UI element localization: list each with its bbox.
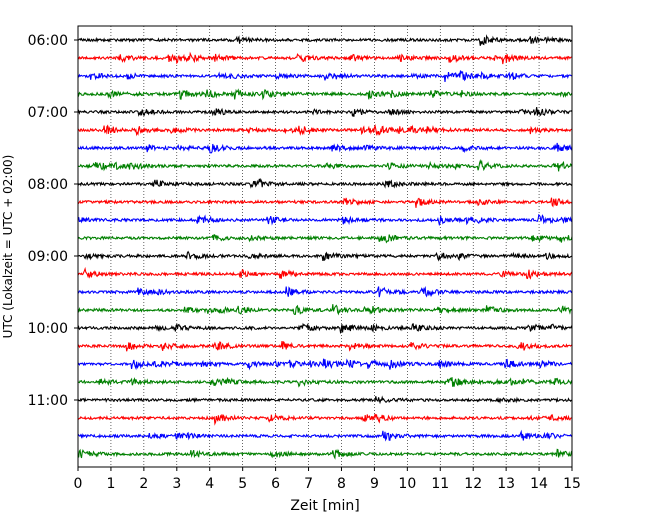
y-axis-label: UTC (Lokalzeit = UTC + 02:00): [1, 155, 15, 339]
trace-0915: [77, 266, 573, 280]
trace-1045: [77, 376, 573, 388]
trace-0730: [77, 142, 573, 154]
x-tick-label: 15: [563, 476, 581, 492]
y-axis-ticks: 06:00 07:00 08:00 09:00 10:00 11:00: [28, 33, 78, 409]
trace-0900: [77, 250, 573, 262]
trace-1030: [77, 358, 573, 371]
x-tick-label: 2: [139, 476, 148, 492]
y-tick-label: 09:00: [28, 249, 68, 265]
traces: [77, 34, 573, 460]
trace-0630: [77, 70, 573, 83]
x-tick-label: 1: [106, 476, 115, 492]
trace-1000: [77, 322, 573, 335]
x-tick-label: 0: [74, 476, 83, 492]
x-tick-label: 13: [497, 476, 515, 492]
x-tick-label: 5: [238, 476, 247, 492]
x-tick-label: 4: [205, 476, 214, 492]
plot-frame: [77, 25, 573, 468]
x-tick-label: 7: [304, 476, 313, 492]
trace-0645: [77, 88, 573, 101]
y-tick-label: 07:00: [28, 105, 68, 121]
trace-0800: [77, 177, 573, 189]
x-tick-label: 9: [370, 476, 379, 492]
y-tick-label: 08:00: [28, 177, 68, 193]
trace-0615: [77, 51, 573, 65]
trace-0830: [77, 213, 573, 227]
y-tick-label: 06:00: [28, 33, 68, 49]
trace-1015: [77, 340, 573, 352]
x-tick-label: 10: [398, 476, 416, 492]
x-axis-label: Zeit [min]: [290, 498, 359, 514]
x-tick-label: 6: [271, 476, 280, 492]
trace-0815: [77, 197, 573, 208]
trace-0930: [77, 286, 573, 298]
x-tick-label: 8: [337, 476, 346, 492]
trace-0715: [77, 123, 573, 137]
x-axis-ticks: 0 1 2 3 4 5 6 7 8 9 10 11 12 13 14 15: [74, 467, 581, 492]
trace-1115: [77, 413, 573, 426]
trace-0745: [77, 159, 573, 172]
x-tick-label: 14: [530, 476, 548, 492]
trace-1145: [77, 448, 573, 460]
y-tick-label: 11:00: [28, 393, 68, 409]
trace-0845: [77, 233, 573, 244]
x-tick-label: 3: [172, 476, 181, 492]
y-tick-label: 10:00: [28, 321, 68, 337]
trace-0945: [77, 304, 573, 316]
trace-1130: [77, 429, 573, 442]
x-tick-label: 11: [431, 476, 449, 492]
trace-1100: [77, 395, 573, 405]
trace-0600: [77, 34, 573, 46]
trace-0700: [77, 107, 573, 117]
x-tick-label: 12: [464, 476, 482, 492]
